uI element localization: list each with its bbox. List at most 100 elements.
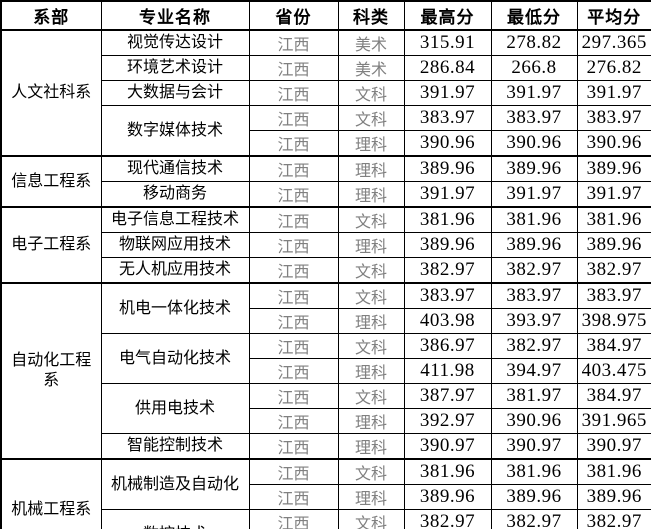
major-cell: 环境艺术设计: [100, 55, 250, 81]
avg-score-cell: 381.96: [576, 206, 651, 233]
table-row: 大数据与会计 江西 文科 391.97 391.97 391.97: [1, 80, 651, 106]
col-header-min: 最低分: [490, 0, 578, 31]
max-score-cell: 383.97: [403, 105, 492, 131]
col-header-avg: 平均分: [576, 0, 651, 31]
major-cell: 机械制造及自动化: [100, 458, 250, 510]
max-score-cell: 403.98: [403, 308, 492, 334]
category-cell: 文科: [337, 458, 405, 485]
table-row: 江西 理科 389.96 389.96 389.96: [1, 484, 651, 510]
max-score-cell: 387.97: [403, 383, 492, 409]
avg-score-cell: 389.96: [576, 484, 651, 510]
major-cell: 电子信息工程技术: [100, 206, 250, 233]
category-cell: 文科: [337, 80, 405, 106]
avg-score-cell: 391.97: [576, 80, 651, 106]
min-score-cell: 381.96: [490, 206, 578, 233]
min-score-cell: 394.97: [490, 358, 578, 384]
max-score-cell: 391.97: [403, 181, 492, 208]
avg-score-cell: 389.96: [576, 232, 651, 258]
max-score-cell: 381.96: [403, 206, 492, 233]
table-row: 江西 理科 390.96 390.96 390.96: [1, 130, 651, 157]
province-cell: 江西: [248, 509, 339, 529]
min-score-cell: 383.97: [490, 282, 578, 309]
table-row: 信息工程系 现代通信技术 江西 理科 389.96 389.96 389.96: [0, 155, 651, 208]
avg-score-cell: 276.82: [576, 55, 651, 81]
province-cell: 江西: [248, 282, 339, 309]
province-cell: 江西: [248, 181, 339, 208]
category-cell: 文科: [337, 257, 405, 284]
table-body: 人文社科系 视觉传达设计 江西 美术 315.91 278.82 297.365 环境艺术设计…: [0, 29, 651, 529]
min-score-cell: 390.96: [490, 408, 578, 434]
category-cell: 文科: [337, 509, 405, 529]
min-score-cell: 389.96: [490, 484, 578, 510]
major-cell: 数字媒体技术: [100, 105, 250, 157]
avg-score-cell: 383.97: [576, 282, 651, 309]
table-row: 人文社科系 视觉传达设计 江西 美术 315.91 278.82 297.365: [0, 29, 651, 157]
category-cell: 文科: [337, 333, 405, 359]
category-cell: 文科: [337, 105, 405, 131]
col-header-category: 科类: [337, 0, 405, 31]
max-score-cell: 386.97: [403, 333, 492, 359]
avg-score-cell: 297.365: [576, 29, 651, 56]
category-cell: 理科: [337, 155, 405, 182]
department-cell: 信息工程系: [0, 155, 102, 208]
category-cell: 理科: [337, 484, 405, 510]
max-score-cell: 390.96: [403, 130, 492, 157]
table-row: 环境艺术设计 江西 美术 286.84 266.8 276.82: [1, 55, 651, 81]
province-cell: 江西: [248, 308, 339, 334]
province-cell: 江西: [248, 232, 339, 258]
max-score-cell: 315.91: [403, 29, 492, 56]
min-score-cell: 266.8: [490, 55, 578, 81]
major-cell: 移动商务: [100, 181, 250, 208]
min-score-cell: 381.96: [490, 458, 578, 485]
major-cell: 现代通信技术: [100, 155, 250, 182]
province-cell: 江西: [248, 130, 339, 157]
major-cell: 智能控制技术: [100, 433, 250, 460]
province-cell: 江西: [248, 155, 339, 182]
province-cell: 江西: [248, 105, 339, 131]
category-cell: 理科: [337, 181, 405, 208]
col-header-max: 最高分: [403, 0, 492, 31]
province-cell: 江西: [248, 484, 339, 510]
col-header-major: 专业名称: [100, 0, 250, 31]
avg-score-cell: 381.96: [576, 458, 651, 485]
province-cell: 江西: [248, 206, 339, 233]
min-score-cell: 389.96: [490, 232, 578, 258]
avg-score-cell: 391.965: [576, 408, 651, 434]
province-cell: 江西: [248, 458, 339, 485]
min-score-cell: 382.97: [490, 257, 578, 284]
category-cell: 美术: [337, 55, 405, 81]
min-score-cell: 382.97: [490, 509, 578, 529]
min-score-cell: 382.97: [490, 333, 578, 359]
category-cell: 理科: [337, 433, 405, 460]
table-row: 物联网应用技术 江西 理科 389.96 389.96 389.96: [1, 232, 651, 258]
max-score-cell: 411.98: [403, 358, 492, 384]
table-row: 电子工程系 电子信息工程技术 江西 文科 381.96 381.96 381.96: [0, 206, 651, 284]
department-cell: 机械工程系: [0, 458, 102, 529]
province-cell: 江西: [248, 408, 339, 434]
department-cell: 电子工程系: [0, 206, 102, 284]
province-cell: 江西: [248, 80, 339, 106]
category-cell: 文科: [337, 383, 405, 409]
min-score-cell: 383.97: [490, 105, 578, 131]
avg-score-cell: 390.97: [576, 433, 651, 460]
max-score-cell: 286.84: [403, 55, 492, 81]
major-cell: 供用电技术: [100, 383, 250, 434]
min-score-cell: 390.96: [490, 130, 578, 157]
max-score-cell: 390.97: [403, 433, 492, 460]
table-header: 系部 专业名称 省份 科类 最高分 最低分 平均分: [0, 0, 651, 31]
category-cell: 理科: [337, 232, 405, 258]
table-row: 供用电技术 江西 文科 387.97 381.97 384.97: [1, 383, 651, 434]
table-row: 机械工程系 机械制造及自动化 江西 文科 381.96 381.96 381.96: [0, 458, 651, 529]
max-score-cell: 389.96: [403, 232, 492, 258]
table-row: 江西 理科 392.97 390.96 391.965: [1, 408, 651, 434]
avg-score-cell: 384.97: [576, 383, 651, 409]
col-header-province: 省份: [248, 0, 339, 31]
min-score-cell: 393.97: [490, 308, 578, 334]
category-cell: 理科: [337, 308, 405, 334]
category-cell: 理科: [337, 130, 405, 157]
avg-score-cell: 403.475: [576, 358, 651, 384]
avg-score-cell: 384.97: [576, 333, 651, 359]
